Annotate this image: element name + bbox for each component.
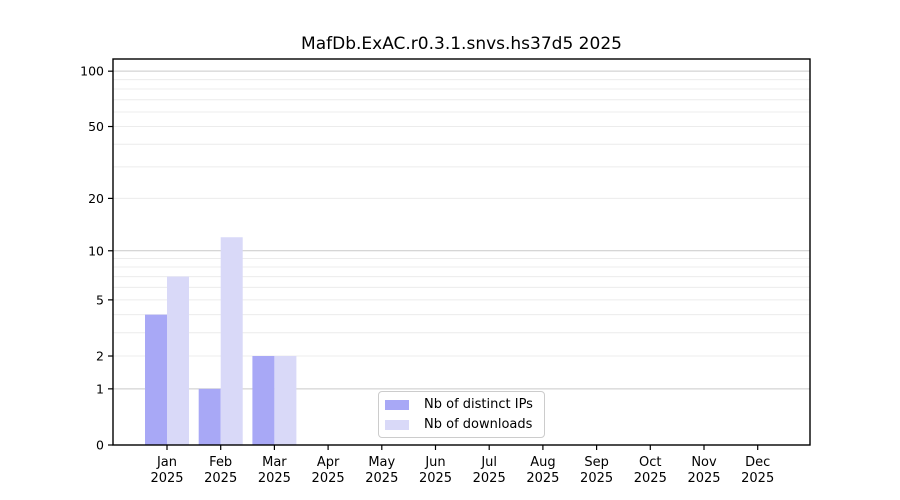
x-tick-month-label: Oct (639, 455, 661, 470)
bar (167, 276, 189, 445)
x-tick-month-label: May (368, 455, 395, 470)
y-tick-label: 100 (80, 64, 104, 79)
legend-label-downloads: Nb of downloads (424, 417, 533, 432)
x-tick-year-label: 2025 (473, 471, 506, 486)
legend-label-distinct-ips: Nb of distinct IPs (424, 397, 533, 412)
x-tick-year-label: 2025 (687, 471, 720, 486)
plot-frame (112, 58, 811, 446)
x-tick-month-label: Dec (745, 455, 770, 470)
y-tick-label: 50 (88, 119, 104, 134)
y-tick-label: 1 (96, 381, 104, 396)
x-tick-month-label: Mar (262, 455, 287, 470)
x-tick-month-label: Jun (424, 455, 445, 470)
x-tick-year-label: 2025 (204, 471, 237, 486)
chart-title: MafDb.ExAC.r0.3.1.snvs.hs37d5 2025 (301, 34, 622, 54)
legend: Nb of distinct IPs Nb of downloads (378, 391, 545, 438)
x-tick-year-label: 2025 (150, 471, 183, 486)
x-tick-month-label: Apr (317, 455, 340, 470)
x-tick-month-label: Jul (480, 455, 497, 470)
bar (220, 237, 243, 445)
x-tick-year-label: 2025 (634, 471, 667, 486)
x-tick-year-label: 2025 (312, 471, 345, 486)
x-tick-month-label: Sep (584, 455, 609, 470)
bar (274, 356, 297, 445)
x-tick-year-label: 2025 (741, 471, 774, 486)
y-tick-label: 0 (96, 438, 104, 453)
x-tick-month-label: Aug (530, 455, 555, 470)
legend-item-distinct-ips: Nb of distinct IPs (385, 397, 544, 412)
x-tick-year-label: 2025 (526, 471, 559, 486)
bar (252, 356, 275, 445)
y-tick-label: 10 (88, 243, 104, 258)
bar (198, 388, 221, 445)
legend-swatch-distinct-ips-icon (385, 399, 409, 410)
y-tick-label: 20 (88, 191, 104, 206)
bar (145, 314, 167, 445)
legend-swatch-downloads-icon (385, 419, 409, 430)
x-tick-year-label: 2025 (365, 471, 398, 486)
x-tick-year-label: 2025 (580, 471, 613, 486)
y-tick-label: 5 (96, 292, 104, 307)
legend-item-downloads: Nb of downloads (385, 417, 544, 432)
x-tick-month-label: Jan (156, 455, 177, 470)
x-tick-year-label: 2025 (419, 471, 452, 486)
y-tick-label: 2 (96, 349, 104, 364)
x-tick-month-label: Nov (691, 455, 717, 470)
x-tick-year-label: 2025 (258, 471, 291, 486)
x-tick-month-label: Feb (209, 455, 232, 470)
